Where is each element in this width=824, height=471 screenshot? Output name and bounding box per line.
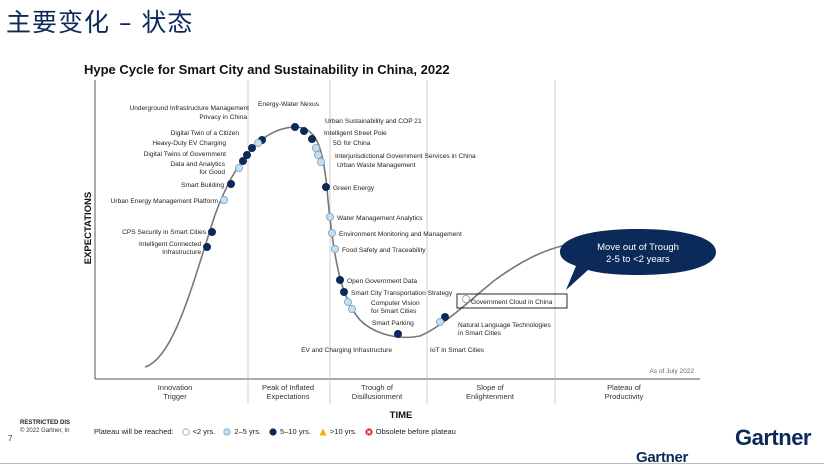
callout-line-1: Move out of Trough: [597, 242, 679, 253]
legend-item-1: <2 yrs.: [192, 427, 216, 436]
y-axis-label: EXPECTATIONS: [83, 192, 94, 265]
technology-label-3: Energy-Water Nexus: [258, 101, 320, 108]
technology-mark-17: [207, 227, 216, 236]
technology-mark-14: [321, 182, 330, 191]
technology-label-18: Environment Monitoring and Management: [339, 231, 462, 238]
chart-title: Hype Cycle for Smart City and Sustainabi…: [84, 62, 450, 77]
technology-marks: Underground Infrastructure Management Pri…: [111, 101, 553, 354]
technology-label-14: Green Energy: [333, 185, 375, 192]
legend-title: Plateau will be reached:: [94, 427, 174, 436]
technology-mark-24: [347, 304, 356, 313]
technology-mark-13: [226, 179, 235, 188]
technology-mark-4: [299, 127, 308, 136]
legend: Plateau will be reached: <2 yrs. 2–5 yrs…: [94, 427, 456, 436]
technology-label-23: Computer Vision for Smart Cities: [371, 300, 420, 315]
technology-label-13: Smart Building: [181, 182, 224, 189]
technology-mark-22: [339, 287, 348, 296]
technology-label-21: Open Government Data: [347, 278, 417, 285]
legend-white-circle-icon: [182, 427, 190, 436]
technology-mark-3: [290, 123, 299, 132]
phase-label-5a: Plateau of: [607, 383, 642, 392]
technology-label-16: Water Management Analytics: [337, 215, 423, 222]
phase-label-2a: Peak of Inflated: [262, 383, 314, 392]
technology-label-17: CPS Security in Smart Cities: [122, 229, 207, 236]
phase-labels: Innovation Trigger Peak of Inflated Expe…: [158, 383, 644, 401]
callout-bubble: [560, 229, 716, 290]
technology-mark-15: [219, 195, 228, 204]
technology-mark-28: [461, 294, 470, 303]
technology-mark-9: [238, 156, 247, 165]
footer-divider: [0, 463, 824, 464]
legend-item-2: 2–5 yrs.: [234, 427, 262, 436]
technology-label-28: Government Cloud in China: [471, 299, 553, 306]
technology-mark-11: [234, 163, 243, 172]
technology-label-11: Data and Analytics for Good: [170, 161, 225, 176]
technology-label-8: 5G for China: [333, 140, 371, 147]
technology-label-20: Food Safety and Traceability: [342, 247, 426, 254]
classification-label: RESTRICTED DIS: [20, 420, 71, 426]
phase-label-4a: Slope of: [476, 383, 504, 392]
callout-line-2: 2-5 to <2 years: [606, 254, 670, 265]
technology-mark-10: [313, 150, 322, 159]
page-number: 7: [8, 434, 13, 443]
callout: Move out of Trough 2-5 to <2 years: [560, 229, 716, 290]
technology-label-6: Intelligent Street Pole: [324, 130, 387, 137]
technology-label-26: Natural Language Technologies in Smart Ci…: [458, 322, 551, 337]
technology-label-27: IoT in Smart Cities: [430, 347, 485, 354]
legend-light-circle-icon: [223, 427, 231, 436]
chart-gartner-logo: Gartner: [636, 449, 689, 466]
technology-mark-27: [435, 317, 444, 326]
technology-mark-19: [202, 242, 211, 251]
technology-mark-21: [335, 275, 344, 284]
technology-mark-25: [393, 329, 402, 338]
technology-label-24: Smart Parking: [372, 320, 414, 327]
technology-label-7: Heavy-Duty EV Charging: [152, 140, 226, 147]
legend-item-5: Obsolete before plateau: [375, 427, 456, 436]
phase-label-3a: Trough of: [361, 383, 394, 392]
technology-mark-12: [316, 157, 325, 166]
phase-label-1b: Trigger: [163, 392, 187, 401]
copyright-text: © 2022 Gartner, In: [20, 428, 70, 434]
technology-mark-16: [325, 212, 334, 221]
technology-label-5: Digital Twin of a Citizen: [171, 130, 240, 137]
as-of-label: As of July 2022: [650, 368, 695, 375]
technology-label-12: Urban Waste Management: [337, 162, 416, 169]
technology-mark-18: [327, 228, 336, 237]
technology-label-15: Urban Energy Management Platform: [111, 198, 219, 205]
technology-label-10: Interjurisdictional Government Services …: [335, 153, 476, 160]
legend-triangle-icon: [319, 428, 327, 436]
legend-dark-circle-icon: [269, 427, 277, 436]
technology-mark-6: [307, 134, 316, 143]
gartner-logo: Gartner: [735, 425, 811, 450]
technology-label-19: Intelligent Connected Infrastructure: [139, 241, 201, 256]
technology-label-9: Digital Twins of Government: [144, 151, 227, 158]
slide-title: 主要变化 – 状态: [6, 8, 194, 37]
phase-label-4b: Enlightenment: [466, 392, 515, 401]
legend-cross-icon: [365, 427, 373, 436]
phase-label-3b: Disillusionment: [352, 392, 403, 401]
phase-label-5b: Productivity: [605, 392, 644, 401]
technology-mark-2: [253, 138, 262, 147]
technology-label-4: Urban Sustainability and COP 21: [325, 118, 422, 125]
technology-label-2: Privacy in China: [199, 114, 247, 121]
legend-item-4: >10 yrs.: [329, 427, 357, 436]
technology-mark-20: [330, 244, 339, 253]
technology-label-1: Underground Infrastructure Management: [130, 105, 250, 112]
legend-item-3: 5–10 yrs.: [280, 427, 311, 436]
technology-mark-5: [247, 143, 256, 152]
technology-mark-23: [343, 297, 352, 306]
phase-label-2b: Expectations: [267, 392, 310, 401]
chart-frame: [94, 80, 700, 404]
technology-label-25: EV and Charging Infrastructure: [301, 347, 392, 354]
highlight-box: [456, 293, 568, 309]
technology-mark-8: [311, 143, 320, 152]
technology-mark-26: [440, 312, 449, 321]
technology-label-22: Smart City Transportation Strategy: [351, 290, 453, 297]
technology-mark-7: [242, 150, 251, 159]
x-axis-label: TIME: [390, 410, 413, 421]
phase-label-1a: Innovation: [158, 383, 193, 392]
